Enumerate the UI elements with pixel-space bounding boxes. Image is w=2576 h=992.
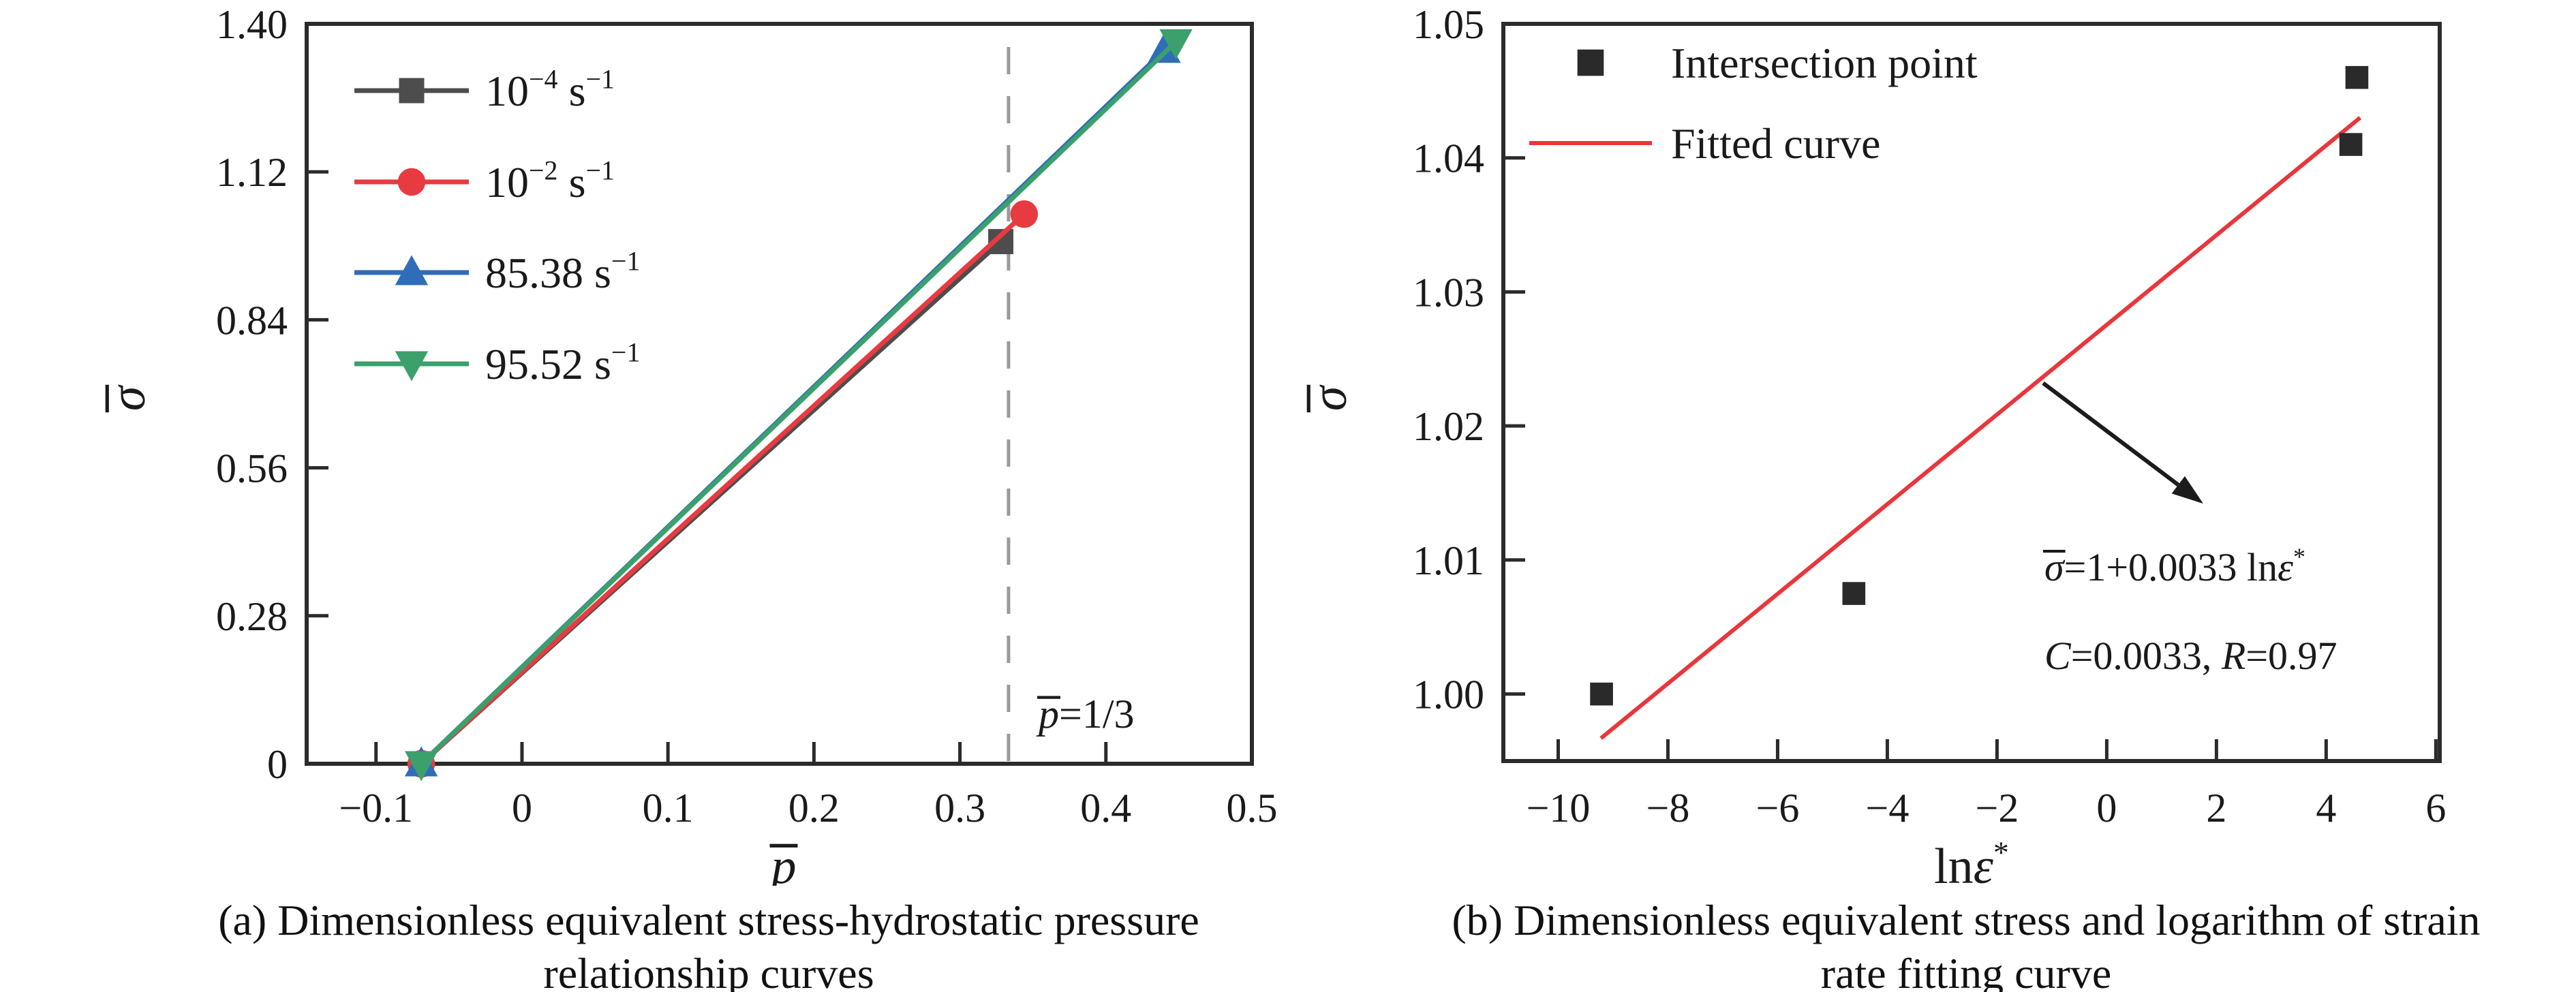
panel-a-series-strain-rate-85.38 xyxy=(404,33,1181,777)
panel-b-axes: −10 −8 −6 −4 −2 0 2 4 6 1.00 1.01 1.02 1.03 1.04 1.05 l… xyxy=(1302,2,2446,886)
legend-triangle-up-marker xyxy=(395,255,429,285)
y-tick-label: 1.12 xyxy=(216,150,288,195)
caption-a-line2: relationship curves xyxy=(543,949,874,992)
fitted-line xyxy=(1599,116,2362,740)
intersection-point-marker xyxy=(1842,582,1866,605)
y-tick-label: 1.05 xyxy=(1413,2,1484,47)
caption-panel-b: (b) Dimensionless equivalent stress and … xyxy=(1356,894,2576,992)
annotation-stats: C=0.0033, R=0.97 xyxy=(2044,634,2337,678)
x-tick-label: 0.1 xyxy=(643,786,694,831)
y-tick-label: 1.03 xyxy=(1413,270,1484,315)
intersection-point-marker xyxy=(1590,682,1613,706)
legend-triangle-down-marker xyxy=(395,351,429,382)
circle-marker xyxy=(1010,200,1039,228)
x-tick-label: 0 xyxy=(512,786,532,831)
y-tick-label: 1.02 xyxy=(1413,404,1484,449)
legend-circle-marker xyxy=(397,168,426,196)
x-tick-label: −6 xyxy=(1756,786,1800,831)
y-tick-label: 0.56 xyxy=(216,446,288,491)
axes-frame xyxy=(305,22,1254,766)
panel-b-fit-line xyxy=(1599,116,2362,740)
charts-canvas: −0.1 0 0.1 0.2 0.3 0.4 0.5 0 0.28 0.56 0.84 1.12 1.4… xyxy=(100,2,2446,886)
x-tick-label: −2 xyxy=(1976,786,2019,831)
panel-b-annotation: σ=1+0.0033 lnε* C=0.0033, R=0.97 xyxy=(2042,381,2337,678)
x-tick-label: 0.5 xyxy=(1227,786,1278,831)
annotation-equation: σ=1+0.0033 lnε* xyxy=(2044,543,2305,589)
y-tick-label: 1.00 xyxy=(1413,672,1484,717)
x-tick-label: −4 xyxy=(1866,786,1910,831)
annotation-arrow-line xyxy=(2042,381,2180,487)
x-tick-label: −10 xyxy=(1527,786,1591,831)
legend-item-strain-rate-85.38: 85.38 s−1 xyxy=(354,245,640,297)
legend-label: 10−2 s−1 xyxy=(485,155,615,206)
panel-b-points xyxy=(1590,65,2369,706)
legend-label-points: Intersection point xyxy=(1671,39,1978,87)
x-tick-label: −0.1 xyxy=(339,786,413,831)
legend-label: 85.38 s−1 xyxy=(485,245,640,297)
legend-item-strain-rate-1e-4: 10−4 s−1 xyxy=(354,63,615,115)
y-axis-label: σ xyxy=(100,384,156,411)
x-axis-label: lnε* xyxy=(1934,835,2009,886)
panel-a-guide: p=1/3 xyxy=(1007,31,1135,761)
panel-a-axes: −0.1 0 0.1 0.2 0.3 0.4 0.5 0 0.28 0.56 0.84 1.12 1.4… xyxy=(100,2,1278,886)
y-tick-label: 0 xyxy=(267,742,288,787)
vline-annotation: p=1/3 xyxy=(1036,692,1135,737)
triangle-up-marker xyxy=(1148,33,1181,63)
series-line xyxy=(419,40,1178,766)
intersection-point-marker xyxy=(2345,65,2369,89)
y-axis-label: σ xyxy=(1302,384,1358,411)
legend-label-fit: Fitted curve xyxy=(1671,119,1880,168)
panel-a-legend: 10−4 s−1 10−2 s−1 85.38 s−1 95.52 s−1 xyxy=(354,63,640,388)
x-tick-label: 6 xyxy=(2425,786,2446,831)
x-tick-label: 0 xyxy=(2096,786,2117,831)
y-tick-label: 1.04 xyxy=(1413,136,1484,181)
x-tick-label: 4 xyxy=(2316,786,2336,831)
legend-square-marker xyxy=(1577,49,1604,76)
y-tick-label: 1.01 xyxy=(1413,538,1484,583)
legend-square-marker xyxy=(399,78,425,104)
y-tick-label: 0.28 xyxy=(216,594,288,639)
series-line xyxy=(419,212,1026,766)
annotation-arrowhead xyxy=(2171,476,2204,504)
x-tick-label: 2 xyxy=(2206,786,2226,831)
caption-panel-a: (a) Dimensionless equivalent stress-hydr… xyxy=(95,894,1322,992)
y-tick-label: 0.84 xyxy=(216,298,288,343)
legend-item-strain-rate-1e-2: 10−2 s−1 xyxy=(354,155,615,206)
panel-a-series-strain-rate-95.52 xyxy=(404,29,1193,781)
y-axis-label-group: σ xyxy=(100,384,156,413)
x-tick-label: 0.4 xyxy=(1080,786,1131,831)
legend-label: 10−4 s−1 xyxy=(485,63,615,115)
panel-b-legend: Intersection point Fitted curve xyxy=(1529,39,1978,168)
y-tick-label: 1.40 xyxy=(216,2,288,47)
y-axis-label-group: σ xyxy=(1302,384,1358,413)
caption-b-line1: (b) Dimensionless equivalent stress and … xyxy=(1452,896,2481,944)
legend-item-strain-rate-95.52: 95.52 s−1 xyxy=(354,337,640,388)
axes-frame xyxy=(1501,22,2442,763)
caption-a-line1: (a) Dimensionless equivalent stress-hydr… xyxy=(218,896,1199,944)
intersection-point-marker xyxy=(2339,133,2363,156)
x-tick-label: 0.2 xyxy=(788,786,840,831)
triangle-down-marker xyxy=(404,751,438,781)
x-tick-label: −8 xyxy=(1646,786,1690,831)
x-tick-label: 0.3 xyxy=(934,786,985,831)
legend-label: 95.52 s−1 xyxy=(485,337,640,388)
triangle-down-marker xyxy=(1159,29,1193,59)
caption-b-line2: rate fitting curve xyxy=(1820,949,2112,992)
